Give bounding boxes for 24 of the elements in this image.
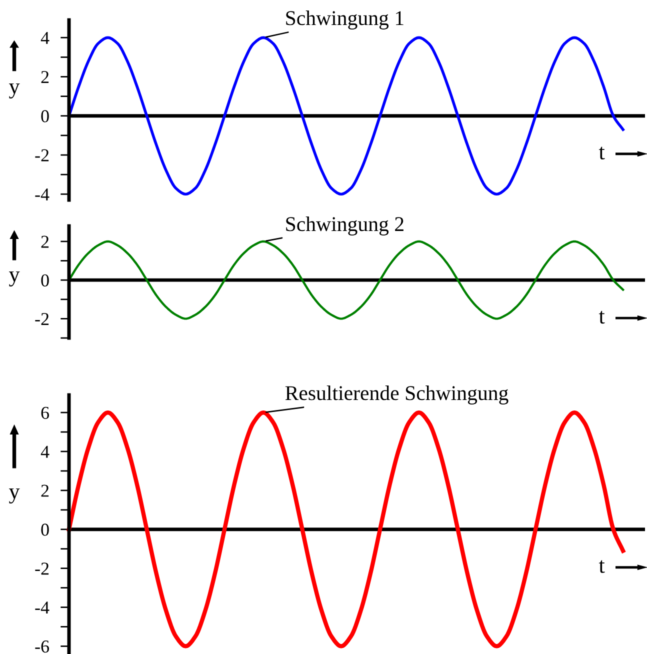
- y-tick-label: -2: [35, 562, 49, 575]
- y-tick-label: 6: [41, 406, 50, 419]
- annotation: Schwingung 2: [286, 216, 404, 236]
- y-axis-title: y: [8, 271, 20, 286]
- y-axis-title: y: [8, 83, 20, 98]
- y-tick-label: 0: [41, 110, 49, 122]
- x-axis-title: t: [598, 560, 605, 573]
- y-tick-label: 4: [40, 446, 50, 458]
- y-tick-label: -2: [35, 313, 49, 325]
- annotation: Schwingung 1: [286, 10, 404, 30]
- y-tick-label: 0: [41, 274, 49, 287]
- y-tick-label: 2: [41, 484, 49, 497]
- y-tick-label: 0: [41, 524, 49, 536]
- y-tick-label: -6: [35, 640, 50, 653]
- y-tick-label: -4: [35, 188, 50, 200]
- y-tick-label: 2: [41, 71, 49, 84]
- y-tick-label: -2: [35, 149, 49, 162]
- y-axis-title: y: [8, 488, 20, 504]
- y-tick-label: 2: [41, 236, 49, 248]
- y-tick-label: 4: [40, 32, 50, 44]
- x-axis-title: t: [598, 146, 605, 160]
- y-tick-label: -4: [35, 602, 50, 614]
- annotation: Resultierende Schwingung: [285, 386, 508, 404]
- x-axis-title: t: [598, 310, 605, 324]
